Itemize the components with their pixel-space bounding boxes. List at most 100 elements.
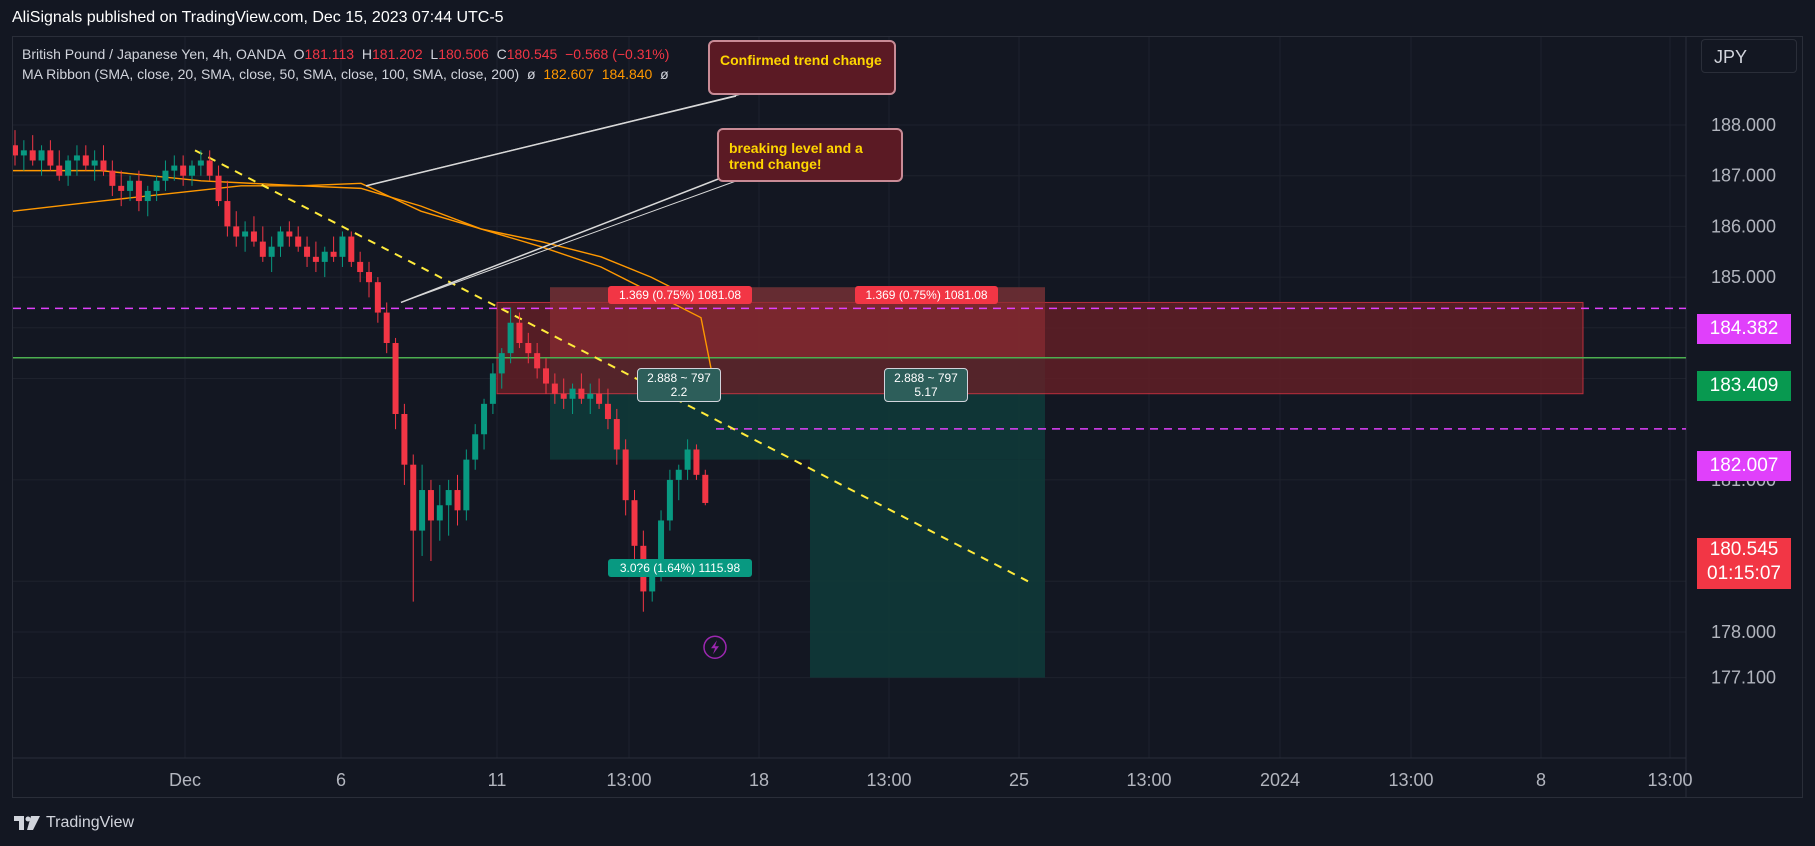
open-value: 181.113 — [304, 46, 355, 62]
footer-bar: TradingView — [0, 806, 1815, 846]
lightning-bolt — [711, 640, 719, 655]
candle-body — [13, 145, 18, 156]
candle-body — [578, 388, 585, 399]
bar-countdown: 01:15:07 — [1707, 563, 1781, 584]
candle-body — [180, 165, 187, 176]
stop-label-1: 1.369 (0.75%) 1081.08 — [608, 286, 752, 304]
candle-body — [153, 180, 160, 191]
candle-body — [693, 449, 700, 475]
time-axis-label: 13:00 — [606, 770, 651, 790]
brand-name: TradingView — [46, 814, 135, 831]
price-chart[interactable]: 188.000187.000186.000185.000184.000183.0… — [13, 37, 1802, 797]
candle-body — [268, 246, 275, 257]
candle-body — [613, 419, 620, 450]
measure-line-2: 2.2 — [670, 385, 688, 399]
candle-body — [295, 236, 302, 247]
candle-body — [348, 236, 355, 262]
candle-body — [374, 282, 381, 313]
time-axis-label: 25 — [1009, 770, 1029, 790]
candle-body — [436, 505, 443, 521]
change-value: −0.568 (−0.31%) — [565, 46, 670, 62]
ma-line-slow — [13, 182, 682, 293]
price-axis-label: 177.100 — [1711, 668, 1776, 688]
target-zone-extension — [810, 459, 1045, 678]
low-label: L — [430, 46, 439, 62]
candle-body — [259, 241, 266, 257]
candle-body — [702, 474, 709, 503]
candle-body — [65, 160, 72, 176]
candle-body — [144, 190, 151, 202]
publisher-text: AliSignals published on TradingView.com,… — [12, 9, 504, 26]
candle-body — [534, 353, 541, 369]
measure-box-2[interactable]: 2.888 ~ 797 5.17 — [884, 368, 968, 402]
candle-body — [587, 393, 594, 399]
candle-body — [330, 251, 337, 257]
time-axis-label: Dec — [169, 770, 201, 790]
candle-body — [118, 185, 125, 191]
price-axis-label: 185.000 — [1711, 267, 1776, 287]
measure-line-1: 2.888 ~ 797 — [647, 371, 711, 385]
candle-body — [56, 165, 63, 176]
time-axis-label: 13:00 — [1647, 770, 1692, 790]
indicator-symbol: ø — [527, 66, 536, 82]
ma-value-1: 182.607 — [543, 66, 594, 82]
callout-pointer-2 — [400, 175, 727, 304]
callout-pointer-1b — [365, 92, 747, 187]
time-axis-label: 13:00 — [1388, 770, 1433, 790]
candle-body — [551, 383, 558, 394]
measure-line-2: 5.17 — [914, 385, 938, 399]
candle-body — [498, 353, 505, 374]
candle-body — [233, 226, 240, 237]
price-axis-label: 186.000 — [1711, 216, 1776, 236]
candle-body — [658, 520, 665, 572]
candle-body — [481, 403, 488, 435]
measure-box-1[interactable]: 2.888 ~ 797 2.2 — [637, 368, 721, 402]
candle-body — [596, 393, 603, 404]
candle-body — [516, 322, 523, 344]
candle-body — [383, 312, 390, 344]
candle-body — [100, 160, 107, 171]
candle-body — [73, 155, 80, 161]
candle-body — [427, 490, 434, 521]
tradingview-brand[interactable]: TradingView — [14, 814, 134, 832]
price-axis-label: 187.000 — [1711, 166, 1776, 186]
target-label: 3.0?6 (1.64%) 1115.98 — [608, 559, 752, 577]
time-axis-label: 2024 — [1260, 770, 1300, 790]
symbol-line: British Pound / Japanese Yen, 4h, OANDA … — [22, 44, 669, 64]
callout-confirmed-trend[interactable]: Confirmed trend change — [708, 40, 896, 95]
candle-body — [312, 256, 319, 262]
candle-body — [162, 170, 169, 181]
candle-body — [489, 373, 496, 404]
candle-body — [321, 251, 328, 262]
chart-panel[interactable]: 188.000187.000186.000185.000184.000183.0… — [12, 36, 1803, 798]
candle-body — [410, 464, 417, 531]
time-axis-label: 8 — [1536, 770, 1546, 790]
callout-text: breaking level and a trend change! — [729, 140, 863, 172]
candle-body — [560, 393, 567, 399]
candle-body — [684, 449, 691, 470]
trend-line — [194, 149, 1029, 583]
time-axis-label: 13:00 — [1126, 770, 1171, 790]
candle-body — [604, 403, 611, 420]
candle-body — [357, 261, 364, 273]
candle-body — [286, 231, 293, 237]
callout-text: Confirmed trend change — [720, 52, 882, 68]
open-label: O — [293, 46, 305, 62]
callout-breaking-level[interactable]: breaking level and a trend change! — [717, 128, 903, 182]
time-axis-label: 13:00 — [866, 770, 911, 790]
candle-body — [401, 413, 408, 465]
close-value: 180.545 — [506, 46, 558, 62]
candle-body — [366, 272, 372, 283]
high-label: H — [361, 46, 372, 62]
currency-button[interactable]: JPY — [1701, 39, 1797, 73]
candle-body — [127, 180, 134, 191]
candle-body — [666, 479, 673, 521]
candle-body — [304, 246, 311, 257]
candle-body — [109, 170, 116, 186]
time-axis-label: 18 — [749, 770, 769, 790]
time-axis-label: 6 — [336, 770, 346, 790]
candle-body — [38, 150, 45, 161]
candle-body — [215, 175, 222, 202]
current-price: 180.545 — [1709, 539, 1779, 560]
chart-legend: British Pound / Japanese Yen, 4h, OANDA … — [22, 44, 669, 84]
